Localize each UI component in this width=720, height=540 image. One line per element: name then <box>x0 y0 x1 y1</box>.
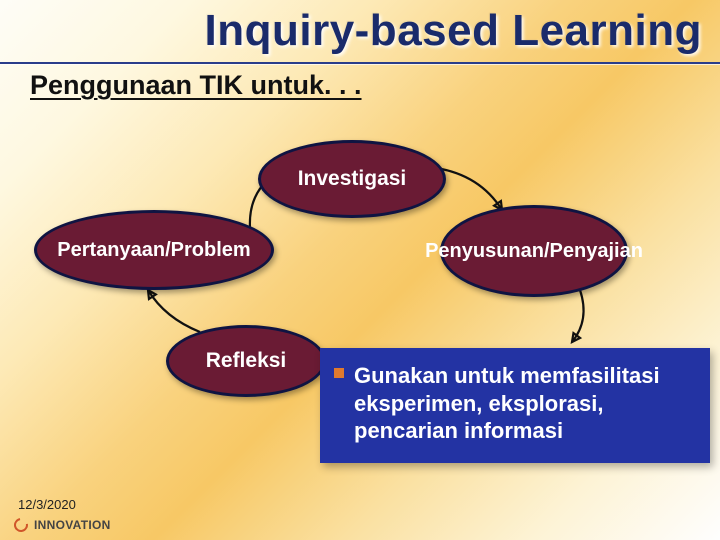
node-pertanyaan: Pertanyaan/Problem <box>34 210 274 290</box>
logo-text: INNOVATION <box>34 518 111 532</box>
node-investigasi: Investigasi <box>258 140 446 218</box>
node-refleksi: Refleksi <box>166 325 326 397</box>
subtitle: Penggunaan TIK untuk. . . <box>30 70 362 101</box>
title-rule-light <box>0 64 720 65</box>
callout-text: Gunakan untuk memfasilitasi eksperimen, … <box>354 363 660 443</box>
logo: INNOVATION <box>14 516 111 534</box>
bullet-icon <box>334 368 344 378</box>
node-penyusunan: Penyusunan/Penyajian <box>440 205 628 297</box>
footer-date: 12/3/2020 <box>18 497 76 512</box>
callout-box: Gunakan untuk memfasilitasi eksperimen, … <box>320 348 710 463</box>
page-title: Inquiry-based Learning <box>204 6 702 56</box>
logo-mark-icon <box>11 515 30 534</box>
